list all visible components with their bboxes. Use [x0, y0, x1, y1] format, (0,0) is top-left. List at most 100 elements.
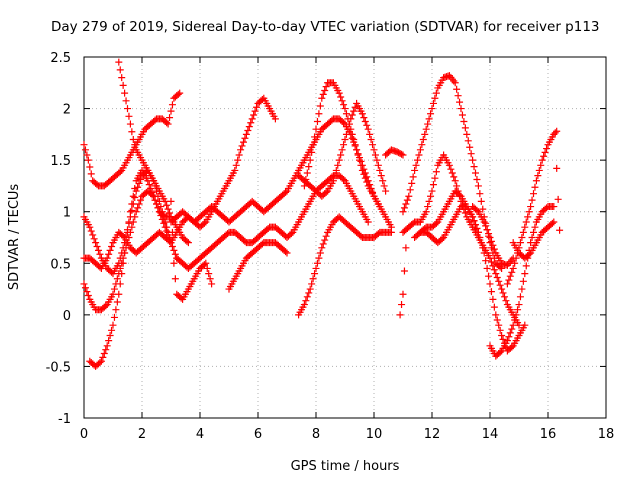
- data-point: [474, 182, 482, 190]
- data-point: [399, 290, 407, 298]
- series-trace-t: [469, 203, 517, 269]
- data-point-interp: [90, 235, 98, 243]
- data-point-interp: [432, 219, 440, 227]
- data-point: [422, 125, 430, 133]
- data-point: [399, 208, 407, 216]
- data-point: [509, 264, 517, 272]
- data-point-interp: [548, 219, 556, 227]
- data-point: [335, 89, 343, 97]
- data-point-interp: [350, 136, 358, 144]
- data-point: [469, 156, 477, 164]
- data-point-interp: [409, 173, 417, 181]
- axis-ticks: 0 2 4 6 8 10 12 14 16 18 -1 -0.5 0 0.5 1 1.5 2 2.5: [46, 51, 615, 442]
- data-point: [164, 120, 172, 128]
- data-point-interp: [100, 350, 108, 358]
- data-point-interp: [454, 92, 462, 100]
- y-tick-label: 1.5: [50, 154, 71, 169]
- data-point: [486, 280, 494, 288]
- data-point-interp: [331, 172, 339, 180]
- data-point: [80, 280, 88, 288]
- data-point-interp: [502, 297, 510, 305]
- x-tick-label: 4: [196, 427, 204, 442]
- data-point-interp: [528, 234, 536, 241]
- data-point-interp: [309, 275, 317, 283]
- data-point-interp: [487, 288, 495, 296]
- data-point: [347, 115, 355, 123]
- data-point-interp: [512, 311, 520, 319]
- data-point-interp: [524, 213, 532, 221]
- data-point-interp: [470, 163, 478, 171]
- data-point: [538, 156, 546, 164]
- x-axis-label: GPS time / hours: [291, 459, 400, 474]
- data-point-interp: [519, 277, 527, 285]
- data-point-interp: [460, 117, 468, 125]
- data-point-interp: [421, 130, 429, 138]
- data-point-interp: [148, 188, 156, 196]
- data-point-interp: [112, 306, 120, 314]
- data-point-interp: [174, 90, 182, 98]
- data-point: [86, 223, 94, 231]
- data-point-interp: [357, 161, 365, 169]
- data-point-interp: [311, 133, 319, 141]
- data-point-interp: [311, 270, 319, 278]
- data-point-interp: [537, 161, 545, 169]
- data-point-interp: [183, 237, 191, 245]
- data-point: [170, 259, 178, 267]
- data-point-interp: [512, 254, 520, 262]
- data-point: [376, 203, 384, 211]
- data-point: [184, 239, 192, 247]
- data-point-interp: [102, 346, 110, 354]
- data-point: [509, 321, 517, 329]
- data-point-interp: [168, 228, 176, 236]
- data-point-interp: [332, 166, 340, 174]
- data-point-interp: [134, 204, 142, 212]
- x-tick-label: 14: [482, 427, 499, 442]
- data-point: [382, 187, 390, 195]
- data-point-interp: [456, 191, 464, 199]
- data-point: [318, 94, 326, 102]
- data-point-interp: [124, 228, 131, 236]
- data-point-interp: [319, 240, 327, 248]
- data-point-interp: [171, 275, 179, 283]
- data-point: [399, 151, 407, 159]
- data-point-interp: [496, 281, 504, 289]
- data-point: [521, 223, 529, 231]
- data-point: [242, 130, 250, 138]
- data-point-interp: [342, 130, 350, 138]
- data-point-interp: [106, 331, 114, 339]
- data-point-interp: [424, 120, 432, 128]
- data-point-interp: [522, 262, 530, 270]
- data-point-interp: [316, 102, 324, 110]
- data-point-interp: [81, 284, 89, 292]
- data-point-interp: [461, 124, 469, 132]
- data-point-interp: [313, 259, 321, 267]
- data-point-interp: [135, 200, 143, 208]
- data-point-interp: [511, 316, 519, 324]
- data-point: [176, 89, 184, 97]
- data-point-interp: [163, 201, 171, 209]
- data-point-interp: [501, 293, 508, 301]
- data-point-interp: [145, 181, 153, 189]
- data-point-interp: [164, 205, 172, 213]
- data-point: [550, 203, 558, 211]
- x-tick-label: 10: [366, 427, 383, 442]
- data-point-interp: [342, 110, 350, 118]
- data-point-interp: [116, 168, 124, 176]
- data-point: [457, 105, 465, 113]
- data-point-interp: [427, 110, 435, 118]
- data-point-interp: [102, 302, 110, 310]
- data-point: [405, 192, 413, 200]
- data-point-interp: [106, 246, 114, 254]
- data-point-interp: [105, 337, 113, 345]
- data-point: [396, 311, 404, 319]
- data-point-interp: [125, 234, 133, 241]
- data-point: [129, 136, 137, 144]
- series-trace-s: [416, 203, 482, 247]
- data-point-interp: [166, 114, 174, 122]
- data-point-interp: [367, 136, 375, 144]
- data-point-interp: [518, 285, 526, 293]
- data-point-interp: [518, 234, 526, 241]
- data-point-interp: [525, 250, 533, 258]
- data-point-interp: [147, 185, 155, 193]
